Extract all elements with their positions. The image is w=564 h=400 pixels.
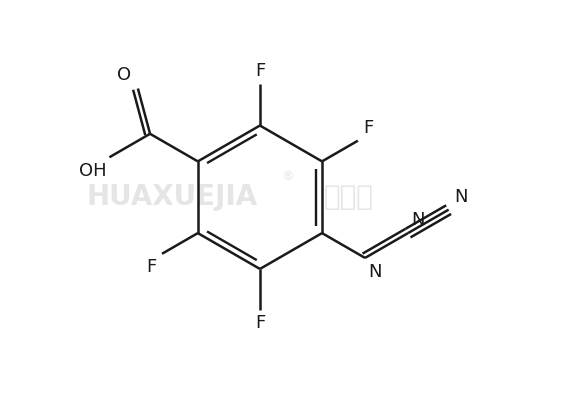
Text: N: N (454, 188, 468, 206)
Text: O: O (117, 66, 131, 84)
Text: 化学加: 化学加 (323, 183, 373, 211)
Text: N: N (411, 211, 424, 229)
Text: N: N (368, 264, 381, 282)
Text: ®: ® (281, 170, 294, 183)
Text: F: F (255, 314, 265, 332)
Text: F: F (255, 62, 265, 80)
Text: OH: OH (79, 162, 107, 180)
Text: F: F (363, 119, 373, 137)
Text: HUAXUEJIA: HUAXUEJIA (86, 183, 257, 211)
Text: F: F (146, 258, 156, 276)
